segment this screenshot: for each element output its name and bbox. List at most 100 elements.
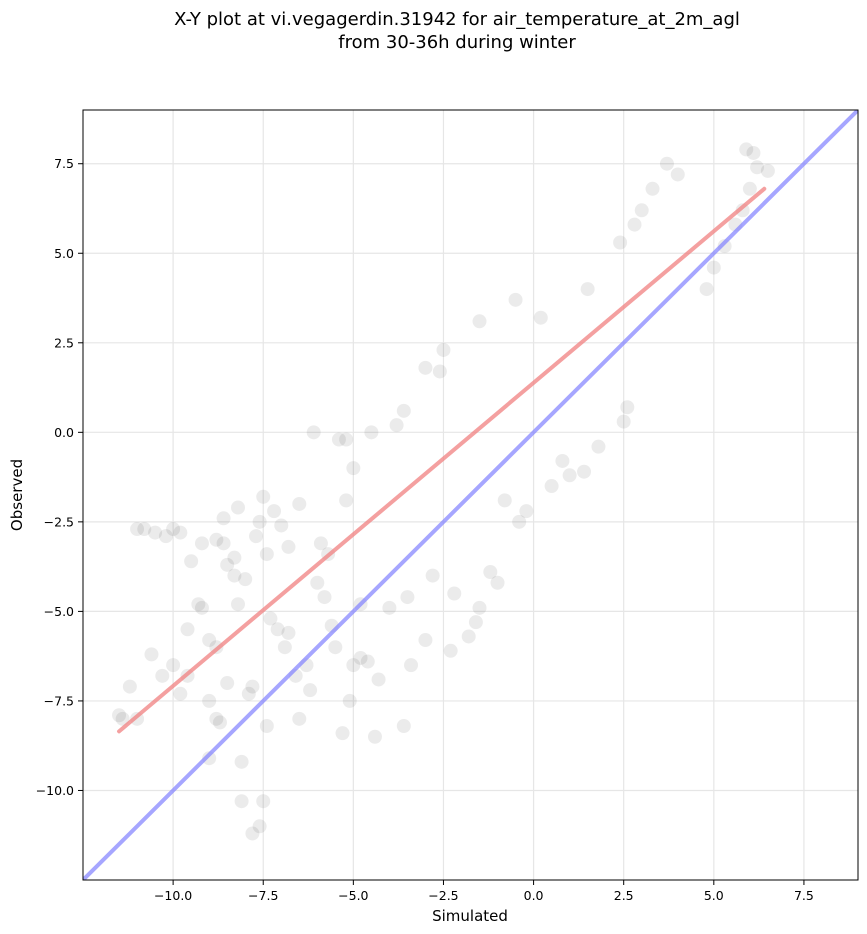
- regression-line: [117, 186, 767, 734]
- scatter-point: [303, 683, 318, 698]
- y-tick-label: −5.0: [44, 604, 74, 619]
- scatter-point: [241, 686, 256, 701]
- scatter-point: [209, 532, 224, 547]
- scatter-point: [760, 163, 775, 178]
- chart-title-line-1: X-Y plot at vi.vegagerdin.31942 for air_…: [174, 9, 740, 30]
- scatter-point: [447, 586, 462, 601]
- scatter-point: [490, 575, 505, 590]
- scatter-point: [562, 468, 577, 483]
- scatter-point: [216, 536, 231, 551]
- scatter-point: [202, 751, 217, 766]
- scatter-point: [699, 282, 714, 297]
- scatter-point: [259, 547, 274, 562]
- scatter-point: [371, 672, 386, 687]
- scatter-point: [750, 160, 765, 175]
- y-tick-label: 5.0: [54, 246, 74, 261]
- scatter-point: [339, 493, 354, 508]
- scatter-point: [245, 826, 260, 841]
- x-tick-label: 7.5: [794, 888, 814, 903]
- scatter-point: [245, 679, 260, 694]
- scatter-point: [166, 522, 181, 537]
- scatter-point: [292, 496, 307, 511]
- scatter-point: [432, 364, 447, 379]
- scatter-point: [443, 643, 458, 658]
- scatter-point: [306, 425, 321, 440]
- scatter-point: [220, 676, 235, 691]
- scatter-point: [512, 514, 527, 529]
- scatter-point: [346, 461, 361, 476]
- scatter-point: [252, 819, 267, 834]
- scatter-point: [220, 557, 235, 572]
- y-axis-ticks: −10.0 −7.5 −5.0 −2.5 0.0 2.5 5.0 7.5: [36, 156, 83, 798]
- scatter-point: [202, 693, 217, 708]
- scatter-point: [249, 529, 264, 544]
- scatter-point: [227, 568, 242, 583]
- x-tick-label: 2.5: [614, 888, 634, 903]
- scatter-point: [508, 292, 523, 307]
- x-tick-label: −10.0: [154, 888, 192, 903]
- scatter-point: [367, 729, 382, 744]
- y-tick-label: −10.0: [36, 783, 74, 798]
- scatter-point: [735, 203, 750, 218]
- y-tick-label: −7.5: [44, 693, 74, 708]
- scatter-point: [544, 479, 559, 494]
- scatter-point: [144, 647, 159, 662]
- chart-title-line-2: from 30-36h during winter: [338, 32, 576, 53]
- scatter-point: [519, 504, 534, 519]
- scatter-point: [634, 203, 649, 218]
- scatter-point: [436, 342, 451, 357]
- scatter-point: [360, 654, 375, 669]
- scatter-point: [364, 425, 379, 440]
- scatter-point: [209, 711, 224, 726]
- scatter-point: [472, 314, 487, 329]
- scatter-point: [259, 719, 274, 733]
- y-tick-label: 2.5: [54, 335, 74, 350]
- scatter-point: [645, 181, 660, 196]
- scatter-point: [591, 439, 606, 454]
- grid: [83, 110, 858, 880]
- scatter-point: [418, 360, 433, 375]
- scatter-point: [353, 650, 368, 665]
- scatter-point: [173, 525, 188, 540]
- scatter-point: [620, 400, 635, 415]
- scatter-point: [281, 539, 296, 554]
- scatter-point: [194, 536, 209, 551]
- scatter-point: [400, 590, 415, 605]
- scatter-point: [256, 489, 271, 504]
- chart-title: X-Y plot at vi.vegagerdin.31942 for air_…: [174, 9, 740, 53]
- scatter-point: [613, 235, 628, 250]
- identity-line: [83, 110, 858, 880]
- scatter-point: [227, 550, 242, 565]
- y-axis-label: Observed: [8, 459, 26, 531]
- scatter-point: [339, 432, 354, 447]
- scatter-point: [194, 600, 209, 615]
- scatter-point: [281, 625, 296, 640]
- scatter-point: [418, 633, 433, 648]
- scatter-point: [122, 679, 137, 694]
- scatter-point: [137, 522, 152, 537]
- scatter-point: [342, 693, 357, 708]
- x-tick-label: −7.5: [248, 888, 278, 903]
- scatter-point: [483, 565, 498, 579]
- scatter-point: [184, 554, 199, 569]
- scatter-point: [180, 622, 195, 637]
- scatter-point: [335, 726, 350, 741]
- x-axis-ticks: −10.0 −7.5 −5.0 −2.5 0.0 2.5 5.0 7.5: [154, 880, 814, 903]
- scatter-point: [742, 181, 757, 196]
- scatter-point: [331, 432, 346, 447]
- scatter-point: [706, 260, 721, 275]
- scatter-point: [234, 794, 249, 809]
- scatter-point: [267, 504, 282, 519]
- y-tick-label: −2.5: [44, 514, 74, 529]
- scatter-point: [270, 622, 285, 637]
- fit-lines: [83, 110, 858, 880]
- scatter-point: [115, 711, 130, 726]
- x-tick-label: 0.0: [524, 888, 544, 903]
- y-tick-label: 7.5: [54, 156, 74, 171]
- scatter-point: [231, 500, 245, 515]
- scatter-point: [130, 522, 145, 537]
- scatter-point: [274, 518, 289, 533]
- scatter-point: [396, 403, 411, 418]
- scatter-point: [216, 511, 231, 526]
- scatter-point: [277, 640, 292, 655]
